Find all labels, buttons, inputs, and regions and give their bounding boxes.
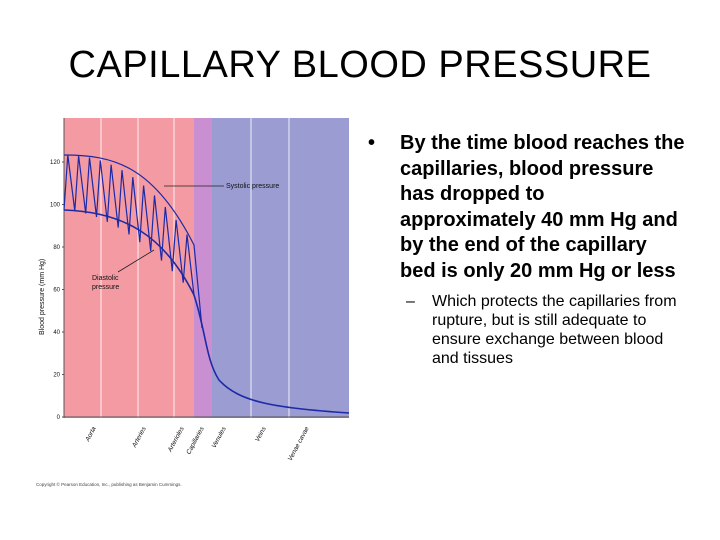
y-tick-label: 0	[57, 415, 61, 421]
bullet-list: • By the time blood reaches the capillar…	[368, 131, 698, 368]
y-tick-label: 120	[50, 160, 61, 166]
capillary-region	[194, 118, 212, 418]
bullet-item: • By the time blood reaches the capillar…	[368, 131, 698, 284]
x-category-label: Aorta	[84, 425, 98, 443]
sub-bullet-text: Which protects the capillaries from rupt…	[432, 293, 677, 367]
y-tick-label: 40	[53, 330, 60, 336]
x-category-label: Capillaries	[185, 425, 206, 456]
copyright-text: Copyright © Pearson Education, Inc., pub…	[36, 481, 182, 487]
y-axis-label: Blood pressure (mm Hg)	[39, 259, 46, 335]
systolic-curve	[63, 154, 203, 329]
x-category-labels: Aorta Arteries Arterioles Capillaries Venule…	[84, 425, 311, 462]
bullet-text: By the time blood reaches the capillarie…	[400, 132, 685, 282]
y-tick-label: 60	[53, 288, 60, 294]
slide-title: CAPILLARY BLOOD PRESSURE	[68, 44, 652, 86]
sub-bullet-item: – Which protects the capillaries from ru…	[406, 292, 698, 368]
y-tick-label: 20	[53, 373, 60, 379]
x-category-label: Venules	[211, 425, 228, 449]
diastolic-callout	[117, 249, 155, 273]
diastolic-label: Diastolic pressure	[92, 275, 119, 291]
systolic-label: Systolic pressure	[226, 183, 279, 190]
venous-region	[212, 118, 349, 418]
y-tick-label: 100	[50, 203, 61, 209]
gridlines	[100, 118, 290, 418]
x-category-label: Arterioles	[166, 425, 186, 454]
sub-bullet-dash: –	[406, 293, 415, 310]
bullet-dot: •	[368, 132, 376, 154]
diastolic-curve	[63, 209, 350, 414]
x-category-label: Venae cavae	[287, 425, 311, 462]
x-category-label: Veins	[254, 425, 268, 443]
pressure-oscillation	[63, 154, 195, 296]
y-ticks: 120 100 80 60 40 20 0	[50, 160, 64, 421]
blood-pressure-figure: 120 100 80 60 40 20 0 Systolic pressure Diasto…	[34, 110, 354, 500]
y-tick-label: 80	[53, 245, 60, 251]
x-category-label: Arteries	[131, 425, 149, 450]
